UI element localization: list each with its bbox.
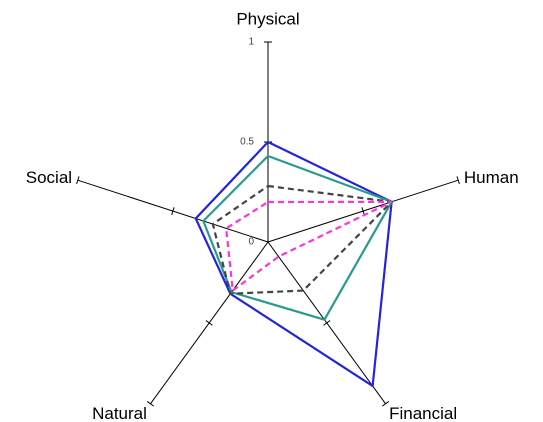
tick-mark (456, 176, 460, 185)
axis-label: Natural (92, 404, 147, 422)
tick-mark (361, 207, 365, 216)
tick-mark (146, 401, 154, 407)
axis-label: Financial (389, 404, 457, 422)
tick-mark (323, 320, 331, 326)
series-polygon (211, 184, 394, 295)
series-polygon (202, 154, 394, 321)
axis-label: Social (26, 168, 72, 187)
tick-mark (205, 320, 213, 326)
axis-label: Human (464, 168, 519, 187)
tick-mark (76, 176, 80, 185)
series-polygon (194, 140, 393, 388)
series-polygon (224, 200, 393, 293)
tick-mark (382, 401, 390, 407)
tick-mark (171, 207, 175, 216)
tick-label: 0.5 (240, 137, 254, 148)
tick-label: 1 (248, 37, 254, 48)
tick-label: 0 (248, 237, 254, 248)
axis-label: Physical (236, 9, 299, 28)
